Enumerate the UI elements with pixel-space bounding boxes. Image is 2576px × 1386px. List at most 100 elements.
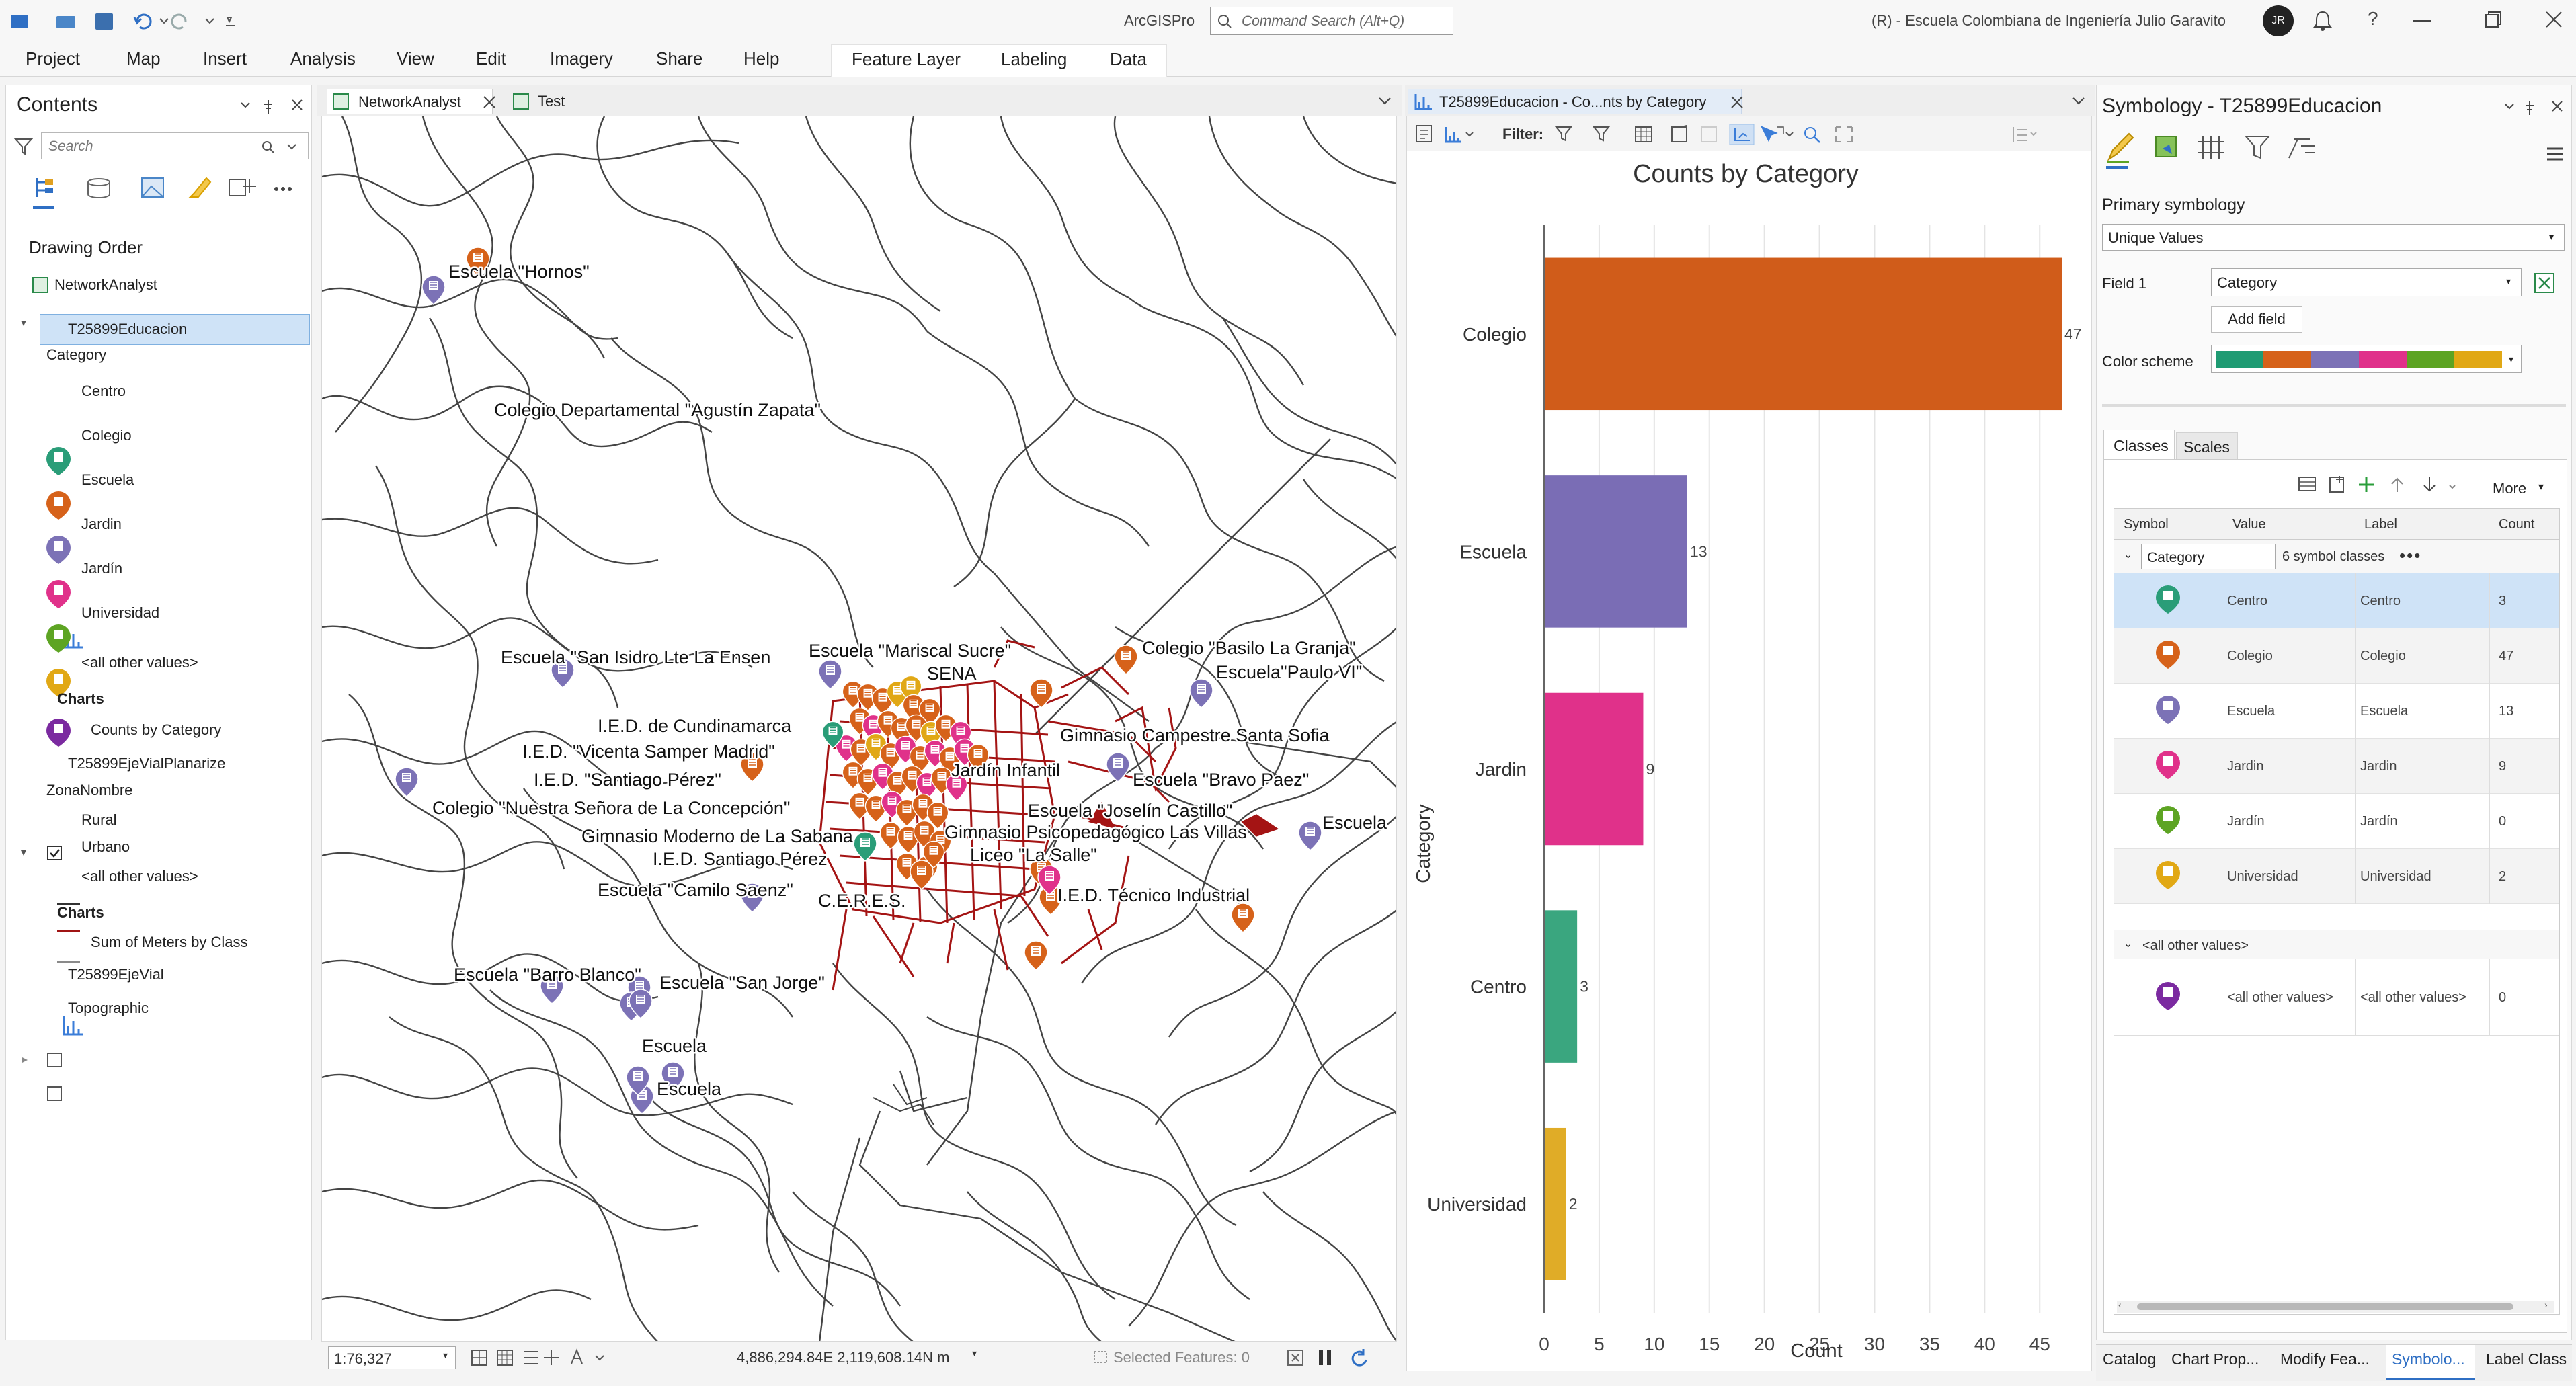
map-name[interactable]: NetworkAnalyst <box>54 276 157 293</box>
map-pin[interactable] <box>1037 865 1061 895</box>
class-symbol-icon[interactable] <box>2155 860 2184 893</box>
class-symbol-icon[interactable] <box>2155 584 2184 618</box>
map-pin[interactable] <box>421 275 446 305</box>
tab-list-chevron-icon[interactable] <box>1377 95 1393 106</box>
tab-symbology[interactable]: Symbolo... <box>2392 1350 2465 1368</box>
map-pin[interactable] <box>818 659 842 690</box>
map-pin[interactable] <box>910 860 934 890</box>
col-count[interactable]: Count <box>2499 517 2535 532</box>
map-pin[interactable] <box>626 1065 650 1096</box>
class-label-urbano[interactable]: Urbano <box>81 838 130 855</box>
more-chevron-icon[interactable]: ▾ <box>2538 481 2544 493</box>
tab-share[interactable]: Share <box>656 48 703 69</box>
symbology-mode-toolbar[interactable] <box>2106 132 2335 166</box>
layer-row-selected[interactable] <box>40 314 310 345</box>
map-nav-tools[interactable] <box>471 1348 618 1368</box>
minimize-icon[interactable] <box>2413 20 2431 23</box>
class-symbol-icon[interactable] <box>2155 639 2184 673</box>
class-label-colegio[interactable]: Colegio <box>81 427 132 444</box>
class-symbol-icon[interactable] <box>2155 805 2184 838</box>
tab-networkanalyst[interactable]: NetworkAnalyst <box>327 89 493 114</box>
map-pin[interactable] <box>853 831 877 862</box>
map-pin[interactable] <box>1039 885 1063 915</box>
tab-label-class[interactable]: Label Class <box>2486 1350 2567 1368</box>
map-pin[interactable] <box>945 773 968 801</box>
other-values-symbol-icon[interactable] <box>2155 981 2184 1014</box>
chart-tab-list-chevron-icon[interactable] <box>2070 95 2087 106</box>
map-pin[interactable] <box>740 883 764 913</box>
tab-imagery[interactable]: Imagery <box>550 48 613 69</box>
chart-toolbar-right[interactable] <box>1554 124 2038 145</box>
class-label-escuela[interactable]: Escuela <box>81 471 134 488</box>
restore-icon[interactable] <box>2485 11 2502 28</box>
map-pin[interactable] <box>1298 821 1322 851</box>
tab-edit[interactable]: Edit <box>476 48 506 69</box>
layer3-name[interactable]: T25899EjeVial <box>68 966 164 983</box>
close-chart-tab-icon[interactable] <box>1730 95 1744 109</box>
chart-sum-of-meters[interactable]: Sum of Meters by Class <box>91 934 248 950</box>
avatar[interactable]: JR <box>2263 5 2294 36</box>
col-label[interactable]: Label <box>2364 517 2397 532</box>
map-pin[interactable] <box>661 1061 685 1092</box>
tab-labeling[interactable]: Labeling <box>1001 49 1068 69</box>
map-pin[interactable] <box>540 974 564 1004</box>
class-label-other-2[interactable]: <all other values> <box>81 868 198 885</box>
bar-colegio[interactable] <box>1544 257 2062 411</box>
tab-map[interactable]: Map <box>126 48 161 69</box>
map-pin[interactable] <box>879 821 902 850</box>
other-values-group-header[interactable]: ⌄ <all other values> <box>2114 930 2559 959</box>
other-values-row[interactable]: <all other values> <all other values> 0 <box>2114 959 2559 1036</box>
tab-catalog[interactable]: Catalog <box>2103 1350 2157 1368</box>
add-field-button[interactable]: Add field <box>2211 306 2302 333</box>
chart-toolbar-left[interactable] <box>1415 124 1496 145</box>
chart-counts-by-category[interactable]: Counts by Category <box>91 721 222 738</box>
map-pin[interactable] <box>1024 940 1048 971</box>
class-label-centro[interactable]: Centro <box>81 382 126 399</box>
group-field-input[interactable]: Category <box>2141 544 2276 569</box>
map-canvas[interactable]: Escuela "Hornos" Colegio Departamental "A… <box>321 116 1397 1342</box>
map-pin[interactable] <box>395 767 419 797</box>
filter-icon[interactable] <box>14 136 33 155</box>
class-row[interactable]: Colegio Colegio 47 <box>2114 628 2559 684</box>
class-label-other[interactable]: <all other values> <box>81 654 198 671</box>
command-search-box[interactable]: Command Search (Alt+Q) <box>1210 7 1453 35</box>
class-row[interactable]: Jardin Jardin 9 <box>2114 739 2559 794</box>
tab-feature-layer[interactable]: Feature Layer <box>852 49 961 69</box>
map-pin[interactable] <box>629 989 653 1019</box>
tab-project[interactable]: Project <box>26 48 80 69</box>
collapse-other-icon[interactable]: ⌄ <box>2124 938 2133 950</box>
map-pin[interactable] <box>551 658 575 688</box>
class-row[interactable]: Universidad Universidad 2 <box>2114 849 2559 904</box>
close-tab-icon[interactable] <box>483 95 496 109</box>
symbology-method-select[interactable]: Unique Values ▾ <box>2102 224 2565 251</box>
color-scheme-select[interactable]: ▾ <box>2211 345 2522 373</box>
class-label-jardin-accent[interactable]: Jardín <box>81 560 123 577</box>
class-label-rural[interactable]: Rural <box>81 811 117 828</box>
horizontal-scrollbar[interactable]: ‹ › <box>2117 1299 2554 1313</box>
bar-chart[interactable]: Counts by Category 0 5 10 15 20 25 30 35 40 45 Co… <box>1407 151 2091 1368</box>
group-more-icon[interactable]: ••• <box>2399 545 2422 565</box>
class-symbol-icon[interactable] <box>2155 694 2184 728</box>
map-pin[interactable] <box>466 247 490 277</box>
class-row[interactable]: Jardín Jardín 0 <box>2114 794 2559 849</box>
tab-data[interactable]: Data <box>1110 49 1147 69</box>
tab-view[interactable]: View <box>397 48 434 69</box>
map-pin[interactable] <box>740 752 764 782</box>
map-pin[interactable] <box>1106 752 1130 782</box>
hamburger-menu-icon[interactable] <box>2546 146 2565 163</box>
class-group-header[interactable]: ⌄ Category 6 symbol classes ••• <box>2114 540 2559 573</box>
map-pin[interactable] <box>1029 678 1053 708</box>
classes-toolbar[interactable] <box>2296 475 2485 495</box>
class-label-jardin[interactable]: Jardin <box>81 516 122 532</box>
notification-bell-icon[interactable] <box>2312 9 2333 31</box>
splitter[interactable] <box>2102 404 2566 407</box>
tab-test[interactable]: Test <box>507 89 571 114</box>
tab-analysis[interactable]: Analysis <box>290 48 356 69</box>
contents-view-toolbar[interactable] <box>33 175 302 202</box>
tab-insert[interactable]: Insert <box>203 48 247 69</box>
tab-chart-properties[interactable]: Chart Prop... <box>2171 1350 2259 1368</box>
sql-expression-icon[interactable] <box>2534 272 2555 294</box>
tab-modify-features[interactable]: Modify Fea... <box>2280 1350 2370 1368</box>
map-pin[interactable] <box>1114 645 1138 675</box>
collapse-group-icon[interactable]: ⌄ <box>2124 549 2133 561</box>
